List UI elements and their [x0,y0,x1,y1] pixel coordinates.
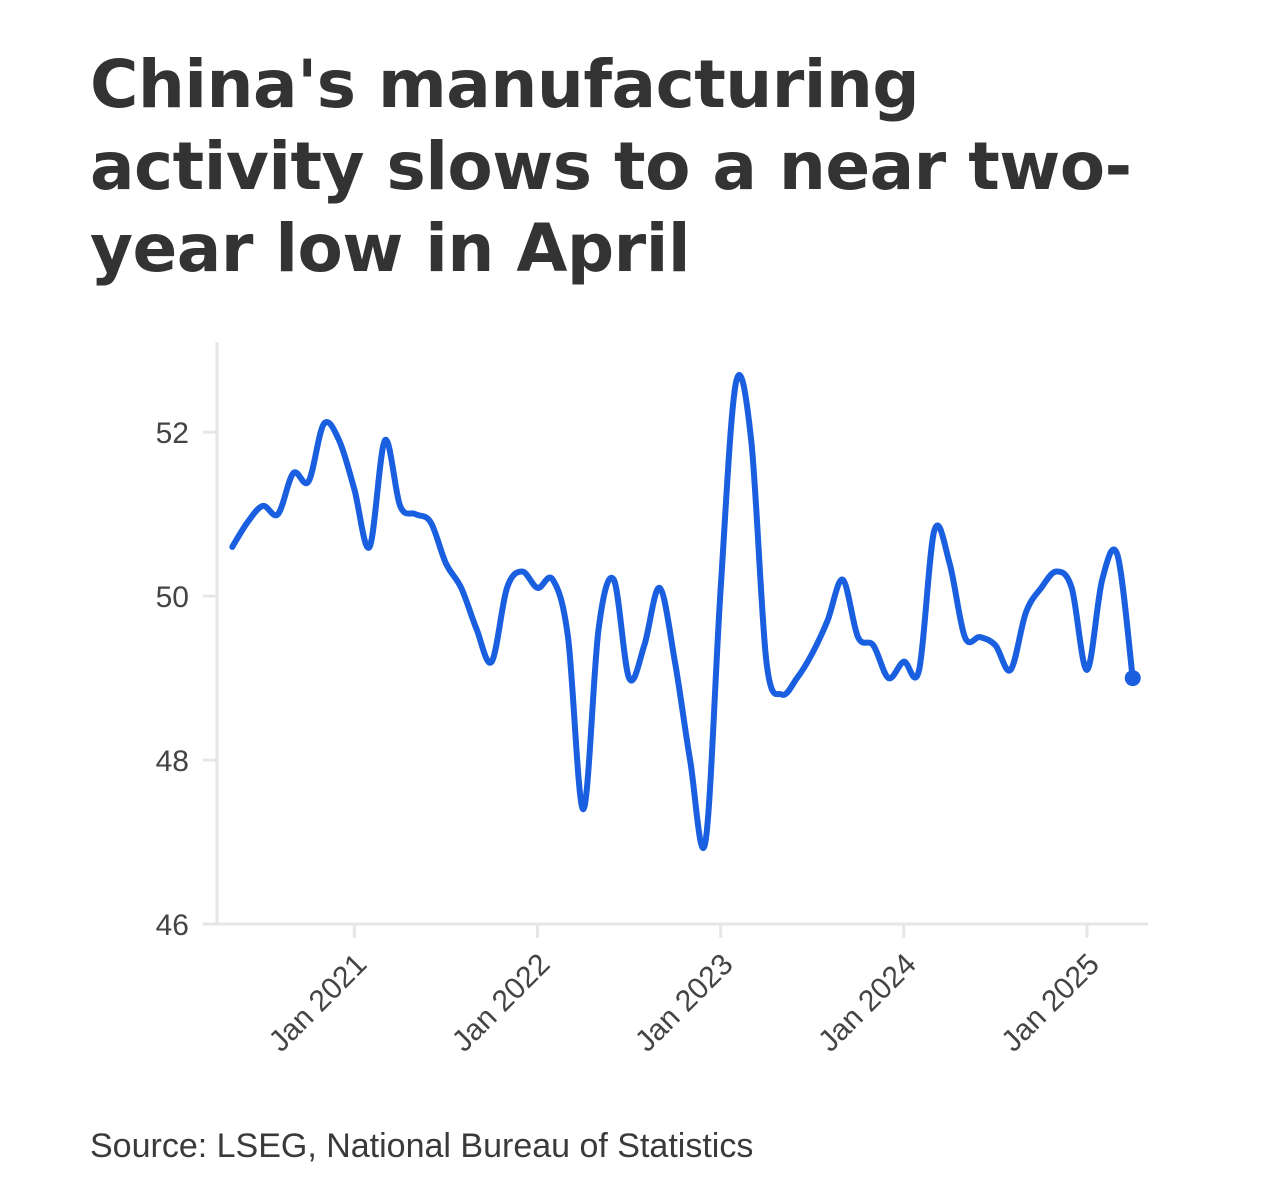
y-tick-label: 46 [156,909,189,942]
x-tick-label: Jan 2023 [629,948,740,1059]
x-axis-ticks: Jan 2021 Jan 2022 Jan 2023 Jan 2024 Jan 2025 [263,924,1106,1058]
x-tick-label: Jan 2025 [995,948,1106,1059]
x-tick-label: Jan 2021 [263,948,374,1059]
y-axis-ticks: 46 48 50 52 [156,417,217,942]
x-tick-label: Jan 2022 [446,948,557,1059]
series-line [229,372,1136,851]
source-note: Source: LSEG, National Bureau of Statist… [90,1127,754,1165]
y-tick-label: 50 [156,581,189,614]
last-data-point [1124,670,1141,687]
chart-title: China's manufacturing activity slows to … [90,46,1132,287]
y-tick-label: 48 [156,745,189,778]
y-tick-label: 52 [156,417,189,450]
x-tick-label: Jan 2024 [812,948,923,1059]
